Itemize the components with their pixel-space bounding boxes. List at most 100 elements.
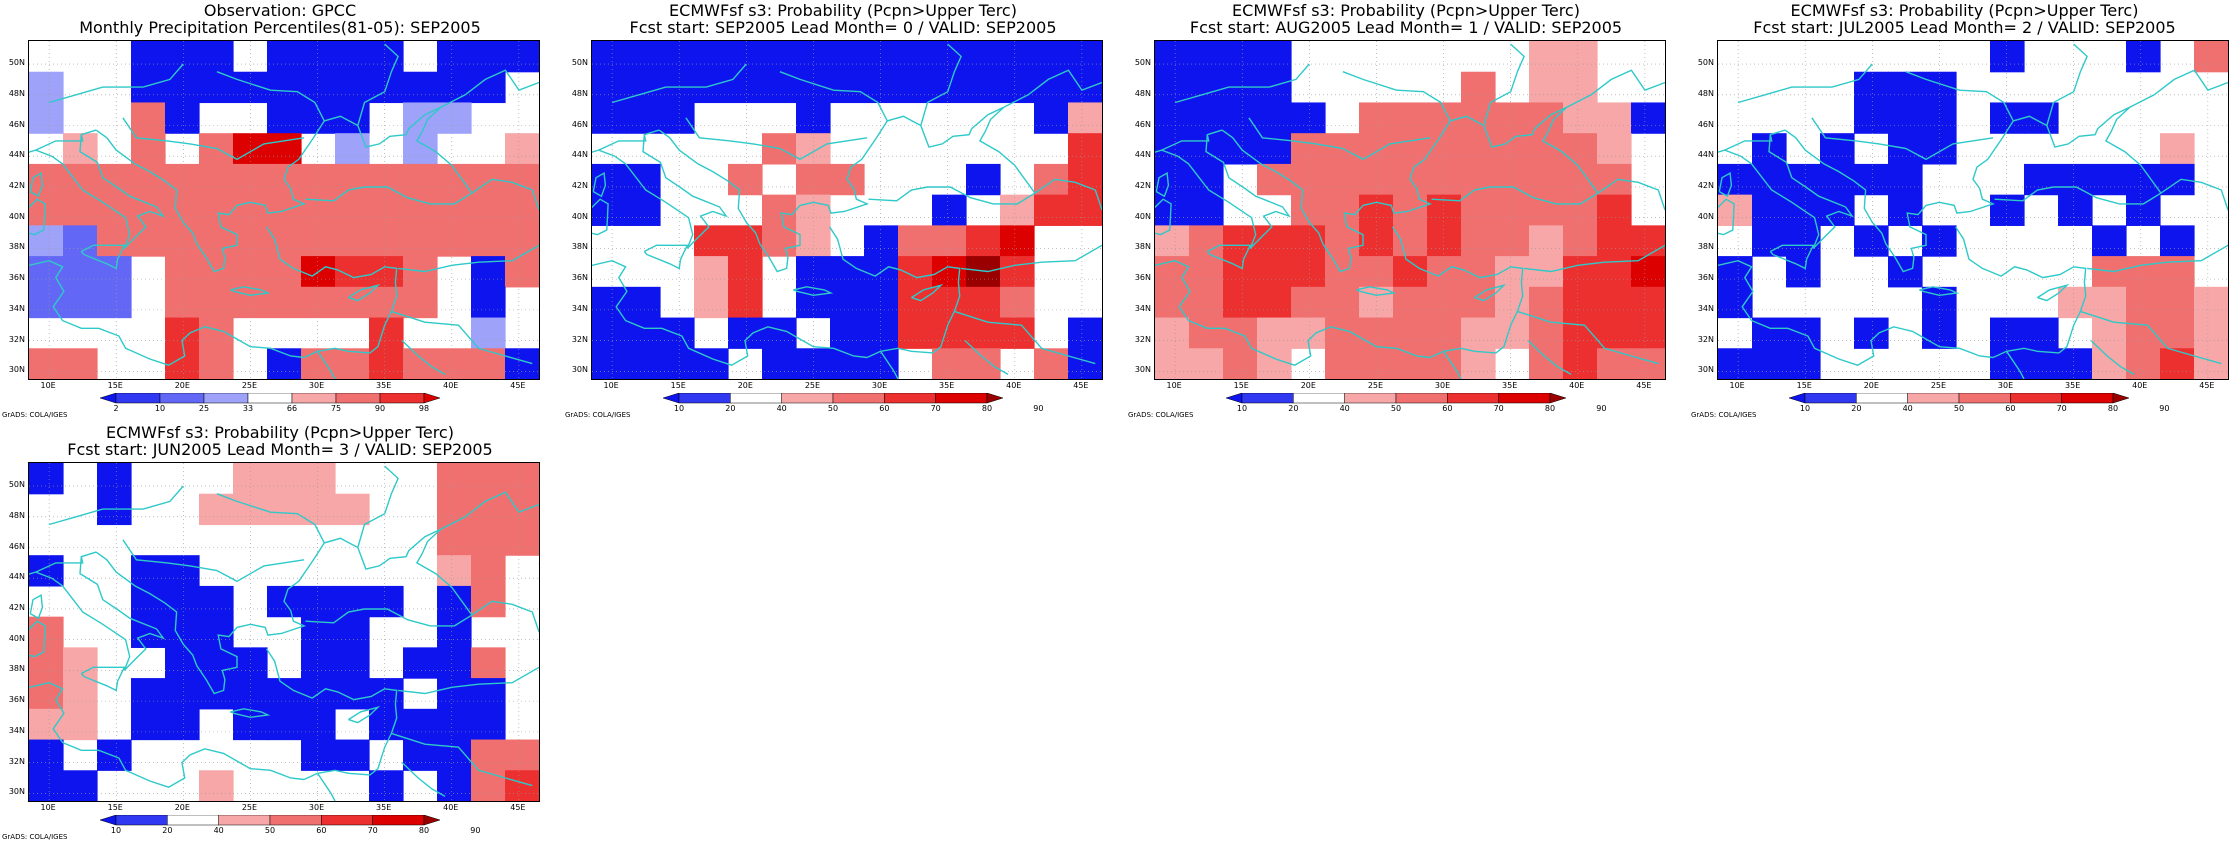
lon-tick-label: 35E [376,803,392,812]
grid-cell [471,286,506,319]
lat-tick-label: 48N [571,88,588,98]
lat-tick-label: 42N [1134,180,1151,190]
lat-tick-label: 44N [571,150,588,160]
grid-cell [1752,348,1787,379]
grid-cell [1257,256,1292,288]
grid-cell [131,585,166,618]
colorbar-label: 20 [725,404,736,413]
grid-cell [1257,286,1292,319]
grid-cell [728,256,763,288]
colorbar-swatch [1958,393,2011,404]
coastline [29,593,44,620]
coastline [1443,350,1462,379]
colorbar-swatch [730,393,782,404]
grid-cell [437,348,472,379]
grid-cell [1291,225,1326,257]
colorbar-swatch [2061,393,2114,404]
lat-tick-label: 40N [571,211,588,221]
colorbar [1226,393,1566,404]
lon-tick-label: 20E [174,803,190,812]
grid-cell [301,225,336,257]
coastline [1718,171,1733,198]
grid-cell [1854,102,1889,134]
map-frame [1154,40,1666,380]
grid-cell [301,163,336,196]
lat-tick-label: 36N [571,273,588,283]
grid-cell [1189,256,1224,288]
colorbar-label: 80 [981,404,993,413]
grid-cell [1888,194,1923,226]
grid-cell [728,41,763,73]
colorbar-label: 10 [1236,404,1248,413]
colorbar-label: 40 [213,826,224,835]
coastline [1527,340,1572,376]
grid-cell [165,163,200,196]
grid-cell [471,524,506,556]
grid-cell [626,194,661,226]
lon-tick-label: 25E [1930,381,1947,390]
grid-cell [1854,163,1889,196]
coastline [2006,350,2025,379]
coastline [2087,244,2228,273]
coastline [95,106,473,273]
grid-cell [796,41,831,73]
grid-cell [1461,348,1496,379]
lon-tick-label: 40E [1569,381,1585,390]
coastline [29,171,44,198]
grid-cell [63,708,98,741]
lat-tick-label: 50N [1134,58,1151,68]
grid-cell [1495,225,1530,257]
grid-cell [1034,41,1069,73]
colorbar-label: 98 [418,404,430,413]
grid-cell [165,286,200,319]
grid-cell [1000,225,1035,257]
lon-tick-label: 25E [804,381,821,390]
colorbar-label: 40 [776,404,787,413]
grid-cell [403,286,438,319]
colorbar-swatch [423,393,440,404]
grid-cell [2126,286,2161,319]
grid-cell [437,739,472,771]
grid-cell [301,286,336,319]
grid-cell [694,41,729,73]
grid-cell [2126,41,2161,73]
colorbar-label: 60 [316,826,327,835]
grid-cell [437,616,472,648]
precipitation-grid [1155,41,1665,379]
colorbar-swatch [663,393,680,404]
grid-cell [1597,286,1632,319]
grid-cell [63,770,98,801]
colorbar-swatch [100,393,117,404]
grid-cell [505,41,539,73]
grid-cell [1155,194,1190,226]
colorbar-swatch [1856,393,1908,404]
grid-cell [932,225,967,257]
lat-tick-label: 34N [1697,303,1714,313]
grid-cell [864,71,899,104]
grid-cell [1257,41,1292,73]
grid-cell [1597,102,1632,134]
lat-tick-label: 46N [1697,119,1714,129]
grid-cell [131,41,166,73]
lat-tick-label: 48N [1697,88,1714,98]
grid-cell [403,647,438,679]
grid-cell [660,317,695,349]
grid-cell [966,225,1001,257]
grid-cell [471,317,506,349]
grid-cell [592,163,627,196]
panel-title-line2: Monthly Precipitation Percentiles(81-05)… [79,18,481,37]
grid-cell [335,194,370,226]
grid-cell [437,41,472,73]
grid-cell [1631,317,1665,349]
colorbar-swatch [372,815,425,826]
grid-cell [1393,225,1428,257]
grid-cell [592,317,627,349]
grid-cell [2024,102,2059,134]
colorbar-label: 70 [2056,404,2067,413]
lat-tick-label: 30N [571,365,588,375]
grid-cell [694,225,729,257]
grid-cell [1325,317,1360,349]
grid-cell [437,102,472,134]
colorbar-label: 40 [1339,404,1350,413]
grid-cell [369,348,404,379]
